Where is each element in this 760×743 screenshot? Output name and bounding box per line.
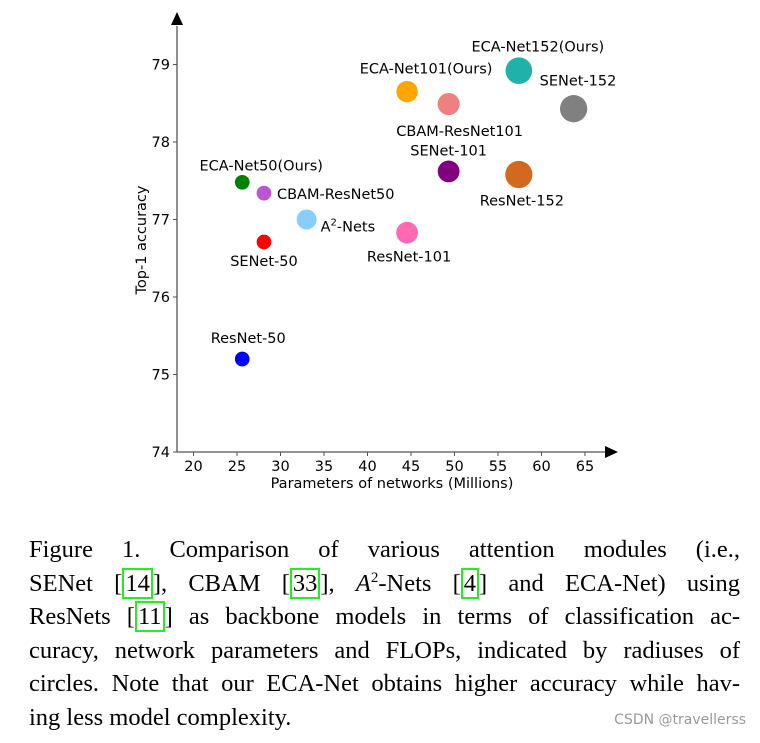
x-tick-label: 40 bbox=[358, 459, 376, 475]
point-label: ECA-Net50(Ours) bbox=[200, 158, 323, 174]
data-point-senet-50 bbox=[256, 234, 272, 250]
x-tick-label: 25 bbox=[228, 459, 246, 475]
data-point-cbam-resnet50 bbox=[256, 185, 272, 201]
point-label: CBAM-ResNet101 bbox=[396, 124, 523, 140]
caption-text: -Nets [ bbox=[378, 569, 461, 597]
y-tick-label: 79 bbox=[152, 58, 170, 74]
caption-text: A bbox=[355, 569, 371, 597]
point-label: A2-Nets bbox=[321, 218, 376, 236]
caption-line: curacy, network parameters and FLOPs, in… bbox=[29, 634, 740, 668]
point-labels: ResNet-50 SENet-50 CBAM-ResNet50 ECA-Net50(… bbox=[200, 40, 617, 347]
figure-caption: Figure 1. Comparison of various attentio… bbox=[29, 533, 740, 734]
point-label: CBAM-ResNet50 bbox=[277, 187, 395, 203]
x-tick-label: 30 bbox=[271, 459, 289, 475]
x-tick-label: 20 bbox=[184, 459, 202, 475]
caption-text: ] as backbone models in terms of classif… bbox=[164, 603, 740, 630]
caption-line: ResNets [11] as backbone models in terms… bbox=[29, 600, 740, 634]
caption-line: ing less model complexity. bbox=[29, 701, 740, 735]
caption-text: ], CBAM [ bbox=[152, 569, 290, 597]
point-label: ResNet-50 bbox=[211, 331, 286, 347]
caption-text: circles. Note that our ECA-Net obtains h… bbox=[29, 670, 740, 697]
y-axis-label: Top-1 accuracy bbox=[134, 185, 150, 295]
y-tick-label: 75 bbox=[152, 368, 170, 384]
y-tick-label: 77 bbox=[152, 213, 170, 229]
caption-line: Figure 1. Comparison of various attentio… bbox=[29, 533, 740, 567]
x-tick-label: 50 bbox=[445, 459, 463, 475]
x-tick-label: 60 bbox=[532, 459, 550, 475]
point-label: SENet-101 bbox=[410, 143, 487, 159]
caption-text: SENet [ bbox=[29, 569, 123, 597]
x-tick-label: 65 bbox=[576, 459, 594, 475]
data-point-resnet-50 bbox=[234, 351, 250, 367]
point-label: ResNet-152 bbox=[480, 194, 564, 210]
y-axis-arrow bbox=[171, 12, 183, 25]
caption-text: curacy, network parameters and FLOPs, in… bbox=[29, 636, 740, 664]
caption-line: circles. Note that our ECA-Net obtains h… bbox=[29, 667, 740, 701]
x-tick-label: 45 bbox=[402, 459, 420, 475]
caption-text: ing less model complexity. bbox=[29, 703, 292, 731]
data-point-resnet-101 bbox=[396, 221, 418, 244]
data-point-eca-net50-ours bbox=[234, 174, 250, 190]
data-point-senet-152 bbox=[559, 95, 588, 123]
caption-text: 2 bbox=[370, 569, 379, 586]
y-tick-label: 78 bbox=[152, 135, 170, 151]
point-label: ECA-Net101(Ours) bbox=[360, 62, 493, 78]
point-label: SENet-152 bbox=[540, 74, 617, 90]
caption-text: ], bbox=[320, 569, 356, 597]
bubble-chart: 20 25 30 35 40 45 50 55 60 65 74 75 76 77 78 79 ResNet-… bbox=[134, 12, 618, 492]
data-point-a-nets bbox=[296, 209, 317, 230]
caption-line: SENet [14], CBAM [33], A2-Nets [4] and E… bbox=[29, 567, 740, 601]
caption-text: ] and ECA-Net) using bbox=[479, 569, 740, 597]
point-label: ECA-Net152(Ours) bbox=[471, 40, 604, 56]
x-axis-arrow bbox=[605, 446, 618, 458]
citation-link[interactable]: 14 bbox=[122, 567, 153, 599]
citation-link[interactable]: 11 bbox=[134, 601, 165, 632]
x-tick-label: 35 bbox=[315, 459, 333, 475]
citation-link[interactable]: 33 bbox=[289, 567, 321, 599]
data-point-eca-net152-ours bbox=[505, 57, 533, 85]
citation-link[interactable]: 4 bbox=[460, 567, 480, 599]
caption-text: ResNets [ bbox=[29, 603, 135, 630]
data-point-senet-101 bbox=[437, 160, 460, 183]
watermark: CSDN @travellerss bbox=[614, 712, 746, 728]
y-tick-label: 74 bbox=[152, 445, 170, 461]
point-label: ResNet-101 bbox=[367, 250, 451, 266]
caption-text: Figure 1. Comparison of various attentio… bbox=[29, 536, 740, 563]
axes: 20 25 30 35 40 45 50 55 60 65 74 75 76 77 78 79 bbox=[152, 12, 618, 475]
data-points bbox=[234, 57, 588, 367]
data-point-eca-net101-ours bbox=[396, 80, 418, 103]
data-point-cbam-resnet101 bbox=[437, 92, 460, 116]
point-label: SENet-50 bbox=[230, 254, 298, 270]
x-axis-label: Parameters of networks (Millions) bbox=[271, 476, 514, 492]
x-tick-label: 55 bbox=[489, 459, 507, 475]
y-tick-label: 76 bbox=[152, 290, 170, 306]
data-point-resnet-152 bbox=[505, 160, 533, 189]
